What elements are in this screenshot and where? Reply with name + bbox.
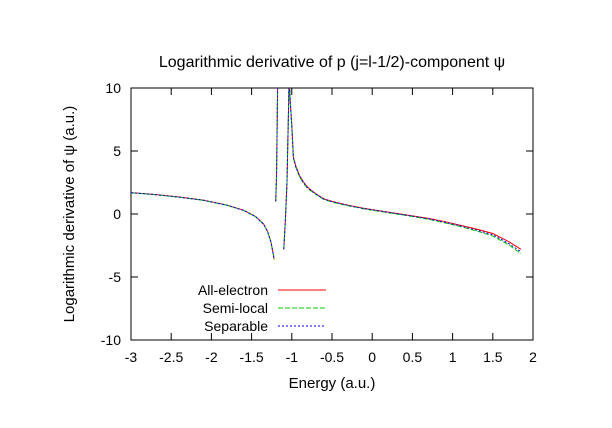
x-tick-label: 1	[449, 349, 457, 365]
x-tick-label: -2.5	[159, 349, 183, 365]
legend-label: Separable	[204, 318, 268, 334]
legend: All-electron Semi-local Separable	[198, 282, 326, 334]
x-tick-label: 0.5	[403, 349, 423, 365]
y-axis-label: Logarithmic derivative of ψ (a.u.)	[61, 106, 78, 323]
series-lines	[131, 88, 522, 260]
y-tick-label: 0	[113, 206, 121, 222]
x-tick-label: 1.5	[483, 349, 503, 365]
x-tick-label: -1	[286, 349, 299, 365]
series-line-0	[131, 88, 522, 260]
x-tick-label: -0.5	[320, 349, 344, 365]
plot-frame	[130, 87, 534, 341]
x-tick-label: -3	[125, 349, 138, 365]
axis-ticks: -3 -2.5 -2 -1.5 -1 -0.5 0 0.5 1 1.5 2 -10 -5 0 5 10	[101, 80, 537, 365]
y-tick-label: -5	[109, 269, 122, 285]
series-line-2	[131, 88, 522, 260]
legend-label: All-electron	[198, 282, 268, 298]
y-tick-label: 5	[113, 143, 121, 159]
y-tick-label: -10	[101, 332, 121, 348]
x-tick-label: -1.5	[240, 349, 264, 365]
x-axis-label: Energy (a.u.)	[289, 375, 376, 392]
y-tick-label: 10	[105, 80, 121, 96]
x-tick-label: 2	[529, 349, 537, 365]
legend-label: Semi-local	[203, 300, 268, 316]
chart-title: Logarithmic derivative of p (j=l-1/2)-co…	[159, 54, 505, 71]
series-line-1	[131, 88, 522, 260]
x-tick-label: 0	[368, 349, 376, 365]
x-tick-label: -2	[205, 349, 218, 365]
